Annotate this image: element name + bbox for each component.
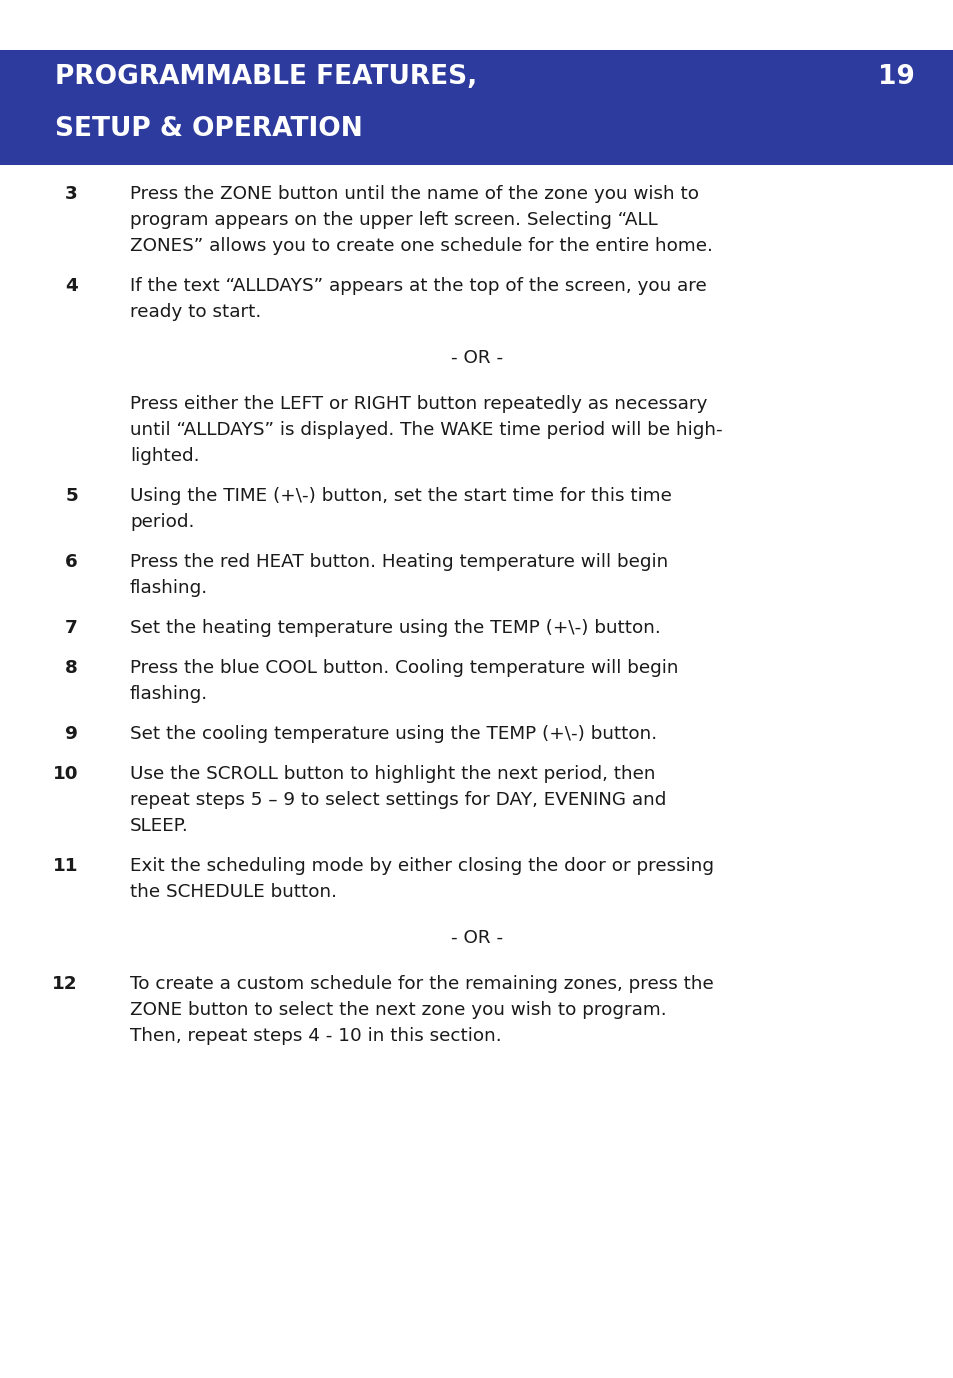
Text: - OR -: - OR -: [451, 929, 502, 947]
Text: 4: 4: [65, 277, 78, 295]
Text: Set the cooling temperature using the TEMP (+\-) button.: Set the cooling temperature using the TE…: [130, 725, 657, 743]
Text: Press either the LEFT or RIGHT button repeatedly as necessary: Press either the LEFT or RIGHT button re…: [130, 395, 706, 413]
Text: To create a custom schedule for the remaining zones, press the: To create a custom schedule for the rema…: [130, 976, 713, 994]
Text: Press the blue COOL button. Cooling temperature will begin: Press the blue COOL button. Cooling temp…: [130, 659, 678, 677]
Text: Use the SCROLL button to highlight the next period, then: Use the SCROLL button to highlight the n…: [130, 765, 655, 783]
Text: 9: 9: [65, 725, 78, 743]
Text: ready to start.: ready to start.: [130, 303, 261, 321]
Text: SLEEP.: SLEEP.: [130, 817, 189, 835]
Text: 3: 3: [65, 185, 78, 203]
Text: lighted.: lighted.: [130, 446, 199, 464]
Text: ZONES” allows you to create one schedule for the entire home.: ZONES” allows you to create one schedule…: [130, 237, 712, 255]
Text: flashing.: flashing.: [130, 685, 208, 703]
Text: Press the ZONE button until the name of the zone you wish to: Press the ZONE button until the name of …: [130, 185, 699, 203]
Text: period.: period.: [130, 513, 194, 531]
Text: Set the heating temperature using the TEMP (+\-) button.: Set the heating temperature using the TE…: [130, 619, 660, 637]
Text: 7: 7: [65, 619, 78, 637]
Text: - OR -: - OR -: [451, 349, 502, 367]
Text: ZONE button to select the next zone you wish to program.: ZONE button to select the next zone you …: [130, 1000, 666, 1018]
Text: SETUP & OPERATION: SETUP & OPERATION: [55, 116, 362, 142]
Text: If the text “ALLDAYS” appears at the top of the screen, you are: If the text “ALLDAYS” appears at the top…: [130, 277, 706, 295]
Text: 11: 11: [52, 857, 78, 875]
Bar: [0, 50, 953, 165]
Text: program appears on the upper left screen. Selecting “ALL: program appears on the upper left screen…: [130, 211, 657, 229]
Text: PROGRAMMABLE FEATURES,: PROGRAMMABLE FEATURES,: [55, 63, 476, 90]
Text: Exit the scheduling mode by either closing the door or pressing: Exit the scheduling mode by either closi…: [130, 857, 713, 875]
Text: the SCHEDULE button.: the SCHEDULE button.: [130, 883, 336, 901]
Text: Press the red HEAT button. Heating temperature will begin: Press the red HEAT button. Heating tempe…: [130, 553, 667, 570]
Text: Then, repeat steps 4 - 10 in this section.: Then, repeat steps 4 - 10 in this sectio…: [130, 1027, 501, 1045]
Text: 5: 5: [65, 486, 78, 504]
Text: Using the TIME (+\-) button, set the start time for this time: Using the TIME (+\-) button, set the sta…: [130, 486, 671, 504]
Text: repeat steps 5 – 9 to select settings for DAY, EVENING and: repeat steps 5 – 9 to select settings fo…: [130, 791, 666, 809]
Text: 8: 8: [65, 659, 78, 677]
Text: 10: 10: [52, 765, 78, 783]
Text: until “ALLDAYS” is displayed. The WAKE time period will be high-: until “ALLDAYS” is displayed. The WAKE t…: [130, 422, 721, 440]
Text: flashing.: flashing.: [130, 579, 208, 597]
Text: 6: 6: [65, 553, 78, 570]
Text: 12: 12: [52, 976, 78, 994]
Text: 19: 19: [877, 63, 914, 90]
